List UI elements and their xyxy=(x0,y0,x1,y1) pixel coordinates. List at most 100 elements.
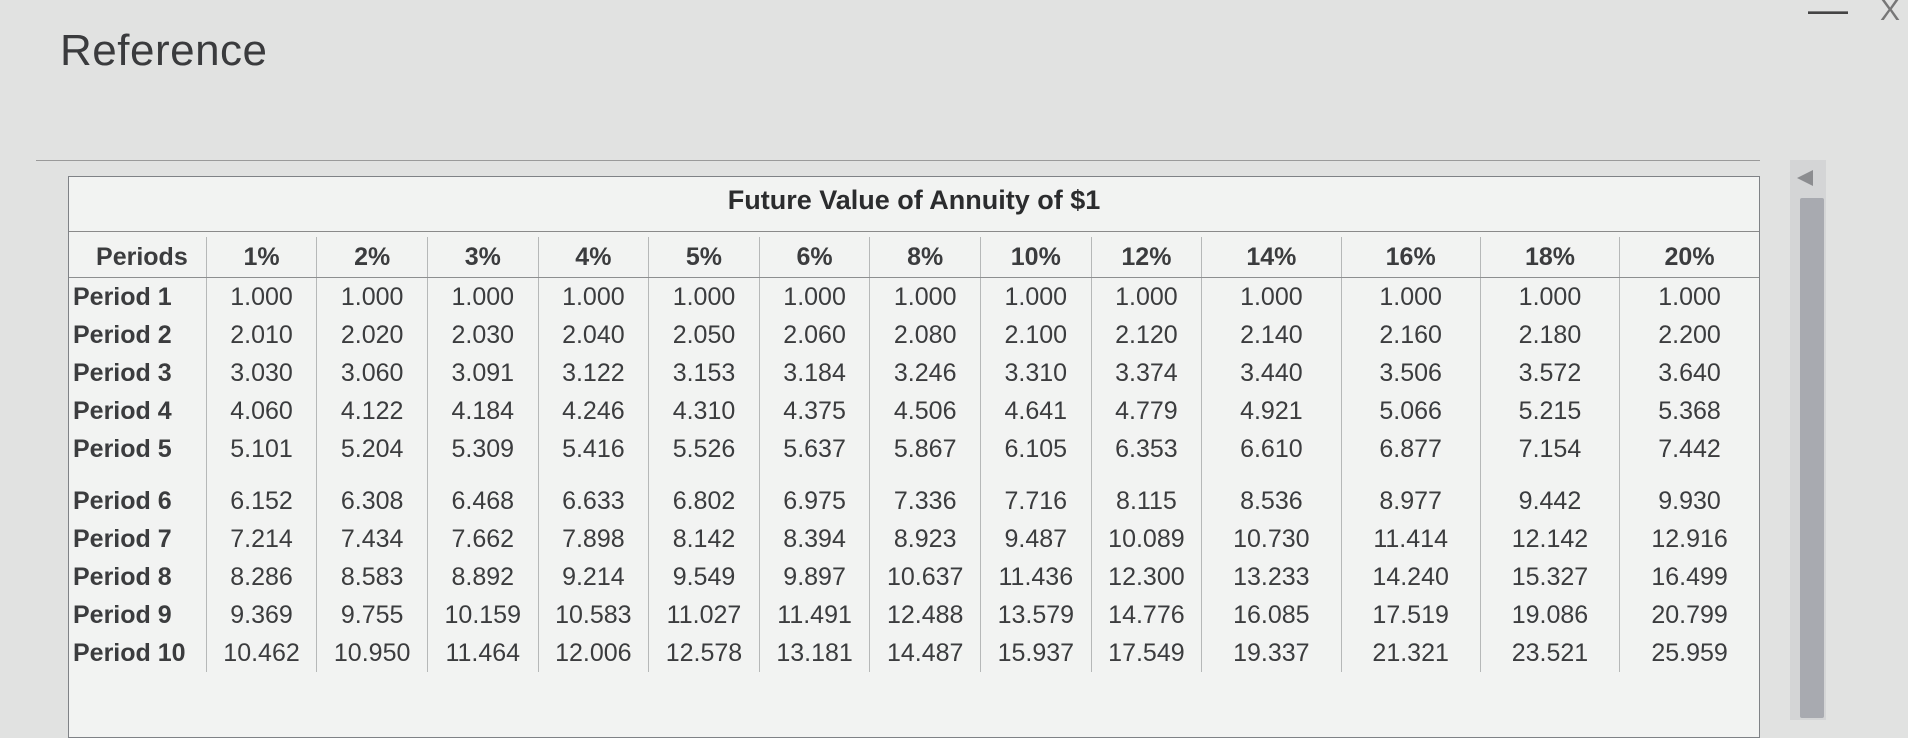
table-cell: 10.159 xyxy=(426,596,539,634)
table-cell: 21.321 xyxy=(1340,634,1481,672)
table-cell: 12.142 xyxy=(1479,520,1620,558)
table-cell: 14.240 xyxy=(1340,558,1481,596)
table-cell: 8.142 xyxy=(648,520,760,558)
header-row: Periods 1% 2% 3% 4% 5% 6% 8% 10% 12% 14% 16% 18% 20% xyxy=(69,237,1759,278)
table-cell: 12.916 xyxy=(1619,520,1759,558)
table-cell: 3.374 xyxy=(1090,354,1202,392)
table-cell: 25.959 xyxy=(1619,634,1759,672)
table-cell: 5.637 xyxy=(758,430,870,482)
table-cell: 11.491 xyxy=(758,596,870,634)
table-cell: 13.579 xyxy=(980,596,1092,634)
annuity-table-panel: Future Value of Annuity of $1 Periods 1%… xyxy=(68,176,1760,738)
table-cell: 5.309 xyxy=(426,430,539,482)
table-cell: 1.000 xyxy=(648,277,760,316)
table-cell: 7.898 xyxy=(537,520,649,558)
table-cell: 1.000 xyxy=(758,277,870,316)
title-rule xyxy=(69,231,1759,232)
table-cell: 2.180 xyxy=(1479,316,1620,354)
table-row: Period 7 7.214 7.434 7.662 7.898 8.142 8.394 8.… xyxy=(69,520,1759,558)
close-icon[interactable]: X xyxy=(1880,0,1901,27)
table-cell: 4.506 xyxy=(869,392,981,430)
table-cell: 6.633 xyxy=(537,482,649,520)
table-cell: 9.487 xyxy=(980,520,1092,558)
table-cell: 3.091 xyxy=(426,354,539,392)
table-cell: 17.549 xyxy=(1090,634,1202,672)
table-cell: 2.010 xyxy=(205,316,317,354)
table-cell: 1.000 xyxy=(1201,277,1342,316)
rate-header: 6% xyxy=(758,237,870,278)
table-cell: 7.434 xyxy=(316,520,428,558)
table-cell: 6.105 xyxy=(980,430,1092,482)
table-cell: 11.027 xyxy=(648,596,760,634)
table-cell: 7.154 xyxy=(1479,430,1620,482)
table-cell: 17.519 xyxy=(1340,596,1481,634)
table-cell: 9.755 xyxy=(316,596,428,634)
scroll-up-arrow-icon[interactable] xyxy=(1797,170,1813,186)
table-cell: 3.060 xyxy=(316,354,428,392)
table-cell: 2.120 xyxy=(1090,316,1202,354)
table-cell: 8.394 xyxy=(758,520,870,558)
table-cell: 13.233 xyxy=(1201,558,1342,596)
period-label: Period 9 xyxy=(73,600,172,629)
scrollbar-thumb[interactable] xyxy=(1800,198,1824,718)
table-cell: 1.000 xyxy=(869,277,981,316)
table-cell: 9.214 xyxy=(537,558,649,596)
rate-header: 4% xyxy=(537,237,649,278)
table-cell: 8.536 xyxy=(1201,482,1342,520)
rate-header: 1% xyxy=(205,237,317,278)
table-cell: 1.000 xyxy=(537,277,649,316)
table-cell: 4.310 xyxy=(648,392,760,430)
table-cell: 1.000 xyxy=(316,277,428,316)
table-cell: 1.000 xyxy=(1479,277,1620,316)
table-cell: 12.488 xyxy=(869,596,981,634)
table-cell: 10.730 xyxy=(1201,520,1342,558)
table-cell: 4.184 xyxy=(426,392,539,430)
table-cell: 5.867 xyxy=(869,430,981,482)
period-label: Period 1 xyxy=(73,282,172,311)
table-cell: 1.000 xyxy=(1619,277,1759,316)
table-cell: 4.641 xyxy=(980,392,1092,430)
table-cell: 10.089 xyxy=(1090,520,1202,558)
table-cell: 10.637 xyxy=(869,558,981,596)
table-cell: 6.802 xyxy=(648,482,760,520)
period-label: Period 6 xyxy=(73,486,172,515)
table-cell: 6.610 xyxy=(1201,430,1342,482)
table-cell: 1.000 xyxy=(205,277,317,316)
table-cell: 8.286 xyxy=(205,558,317,596)
table-cell: 8.977 xyxy=(1340,482,1481,520)
table-cell: 4.246 xyxy=(537,392,649,430)
table-cell: 8.923 xyxy=(869,520,981,558)
table-cell: 2.140 xyxy=(1201,316,1342,354)
table-cell: 9.442 xyxy=(1479,482,1620,520)
table-cell: 5.416 xyxy=(537,430,649,482)
rate-header: 2% xyxy=(316,237,428,278)
table-cell: 11.464 xyxy=(426,634,539,672)
table-cell: 3.572 xyxy=(1479,354,1620,392)
table-cell: 20.799 xyxy=(1619,596,1759,634)
rate-header: 3% xyxy=(426,237,539,278)
table-row: Period 1 1.000 1.000 1.000 1.000 1.000 1.000 1.… xyxy=(69,277,1759,316)
table-cell: 11.436 xyxy=(980,558,1092,596)
table-cell: 8.115 xyxy=(1090,482,1202,520)
table-cell: 2.160 xyxy=(1340,316,1481,354)
table-cell: 15.937 xyxy=(980,634,1092,672)
table-cell: 3.310 xyxy=(980,354,1092,392)
table-row: Period 10 10.462 10.950 11.464 12.006 12.578 1… xyxy=(69,634,1759,672)
table-cell: 3.122 xyxy=(537,354,649,392)
table-cell: 10.583 xyxy=(537,596,649,634)
table-cell: 2.040 xyxy=(537,316,649,354)
period-label: Period 2 xyxy=(73,320,172,349)
table-cell: 7.214 xyxy=(205,520,317,558)
table-cell: 7.716 xyxy=(980,482,1092,520)
table-cell: 5.368 xyxy=(1619,392,1759,430)
table-cell: 14.487 xyxy=(869,634,981,672)
panel-divider xyxy=(36,160,1760,161)
table-cell: 4.060 xyxy=(205,392,317,430)
table-cell: 6.877 xyxy=(1340,430,1481,482)
table-row: Period 2 2.010 2.020 2.030 2.040 2.050 2.060 2.… xyxy=(69,316,1759,354)
minimize-icon[interactable]: — xyxy=(1808,0,1848,32)
table-cell: 4.921 xyxy=(1201,392,1342,430)
rate-header: 10% xyxy=(980,237,1092,278)
table-cell: 4.779 xyxy=(1090,392,1202,430)
table-cell: 3.184 xyxy=(758,354,870,392)
